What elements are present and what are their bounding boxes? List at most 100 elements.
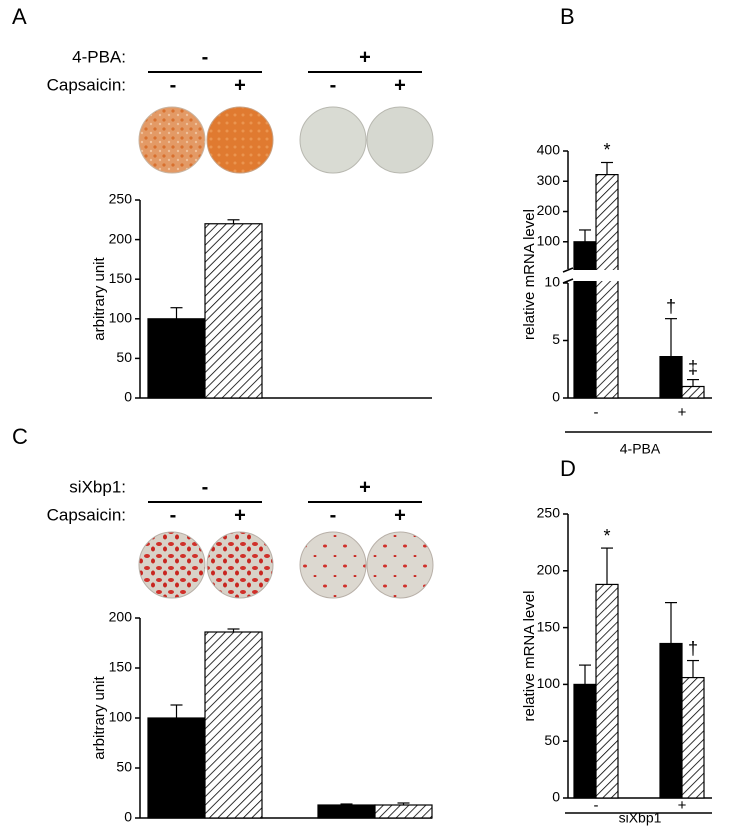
error-bar	[579, 229, 591, 242]
y-tick-label: 200	[109, 609, 133, 625]
subheader-level: +	[394, 74, 406, 96]
bar	[204, 223, 263, 399]
significance-marker: †	[666, 296, 676, 316]
header-level: +	[359, 46, 371, 68]
y-axis-label: relative mRNA level	[521, 591, 538, 722]
error-bar	[601, 161, 613, 175]
y-tick-label: 10	[544, 274, 560, 290]
header-label: siXbp1:	[69, 477, 126, 496]
bar	[595, 174, 619, 399]
error-bar	[687, 379, 699, 387]
panel-label: D	[560, 456, 576, 481]
panel-label: A	[12, 4, 27, 29]
y-tick-label: 0	[124, 809, 132, 825]
header-level: -	[202, 46, 209, 68]
bar	[681, 385, 705, 399]
x-axis-label: siXbp1	[619, 810, 662, 826]
culture-dishes	[138, 106, 434, 599]
error-bar	[170, 704, 183, 718]
bar	[573, 683, 597, 799]
x-tick-label: -	[594, 797, 599, 814]
y-tick-label: 5	[552, 331, 560, 347]
x-tick-label: -	[594, 404, 599, 421]
subheader-level: -	[170, 504, 177, 526]
error-bar	[665, 602, 677, 644]
error-bar	[340, 803, 353, 805]
significance-marker: †	[688, 638, 698, 658]
y-tick-label: 150	[109, 270, 133, 286]
error-bar	[227, 628, 240, 632]
dish	[206, 531, 274, 599]
header-label: 4-PBA:	[72, 47, 126, 66]
error-bar	[665, 318, 677, 357]
bar	[204, 631, 263, 819]
significance-marker: ‡	[688, 357, 698, 377]
bar	[681, 676, 705, 799]
header-level: +	[359, 476, 371, 498]
dish	[366, 106, 434, 174]
bar	[659, 356, 683, 399]
subheader-level: +	[394, 504, 406, 526]
error-bar	[579, 664, 591, 685]
dish	[299, 531, 367, 599]
bar	[374, 804, 433, 819]
header-level: -	[202, 476, 209, 498]
subheader-level: -	[330, 504, 337, 526]
error-bar	[601, 547, 613, 585]
subheader-level: +	[234, 504, 246, 526]
panel-label: C	[12, 424, 28, 449]
bar	[317, 804, 376, 819]
subheader-level: +	[234, 74, 246, 96]
y-tick-label: 100	[537, 675, 561, 691]
y-axis-label: relative mRNA level	[521, 209, 538, 340]
error-bar	[170, 307, 183, 319]
significance-marker: *	[603, 526, 610, 546]
subheader-level: -	[330, 74, 337, 96]
y-tick-label: 150	[537, 618, 561, 634]
x-tick-label: +	[678, 404, 687, 421]
bar	[147, 318, 206, 399]
x-axis-label: 4-PBA	[620, 441, 661, 457]
y-tick-label: 250	[537, 505, 561, 521]
y-tick-label: 0	[124, 389, 132, 405]
y-tick-label: 100	[537, 232, 561, 248]
y-tick-label: 250	[109, 191, 133, 207]
error-bar	[227, 219, 240, 224]
axis-break	[560, 270, 712, 281]
error-bar	[397, 802, 410, 805]
y-tick-label: 50	[116, 759, 132, 775]
y-tick-label: 200	[537, 202, 561, 218]
y-tick-label: 0	[552, 789, 560, 805]
x-tick-label: +	[678, 797, 687, 814]
y-axis-label: arbitrary unit	[91, 675, 108, 759]
y-tick-label: 50	[116, 349, 132, 365]
bar	[659, 642, 683, 799]
y-tick-label: 200	[537, 562, 561, 578]
y-tick-label: 50	[544, 732, 560, 748]
y-tick-label: 150	[109, 659, 133, 675]
subheader-label: Capsaicin:	[47, 505, 126, 524]
dish	[138, 106, 206, 174]
error-bar	[687, 659, 699, 678]
dish	[366, 531, 434, 599]
subheader-level: -	[170, 74, 177, 96]
dish	[299, 106, 367, 174]
dish	[138, 531, 206, 599]
axis-break-mark	[562, 278, 574, 284]
y-tick-label: 100	[109, 709, 133, 725]
panel-label: B	[560, 4, 575, 29]
bar	[595, 583, 619, 799]
y-axis-label: arbitrary unit	[91, 256, 108, 340]
significance-marker: *	[603, 140, 610, 160]
bar	[147, 717, 206, 819]
y-tick-label: 400	[537, 142, 561, 158]
y-tick-label: 100	[109, 310, 133, 326]
bar	[573, 241, 597, 399]
y-tick-label: 200	[109, 230, 133, 246]
y-tick-label: 0	[552, 389, 560, 405]
y-tick-label: 300	[537, 172, 561, 188]
subheader-label: Capsaicin:	[47, 75, 126, 94]
dish	[206, 106, 274, 174]
axis-break-mark	[562, 267, 574, 273]
